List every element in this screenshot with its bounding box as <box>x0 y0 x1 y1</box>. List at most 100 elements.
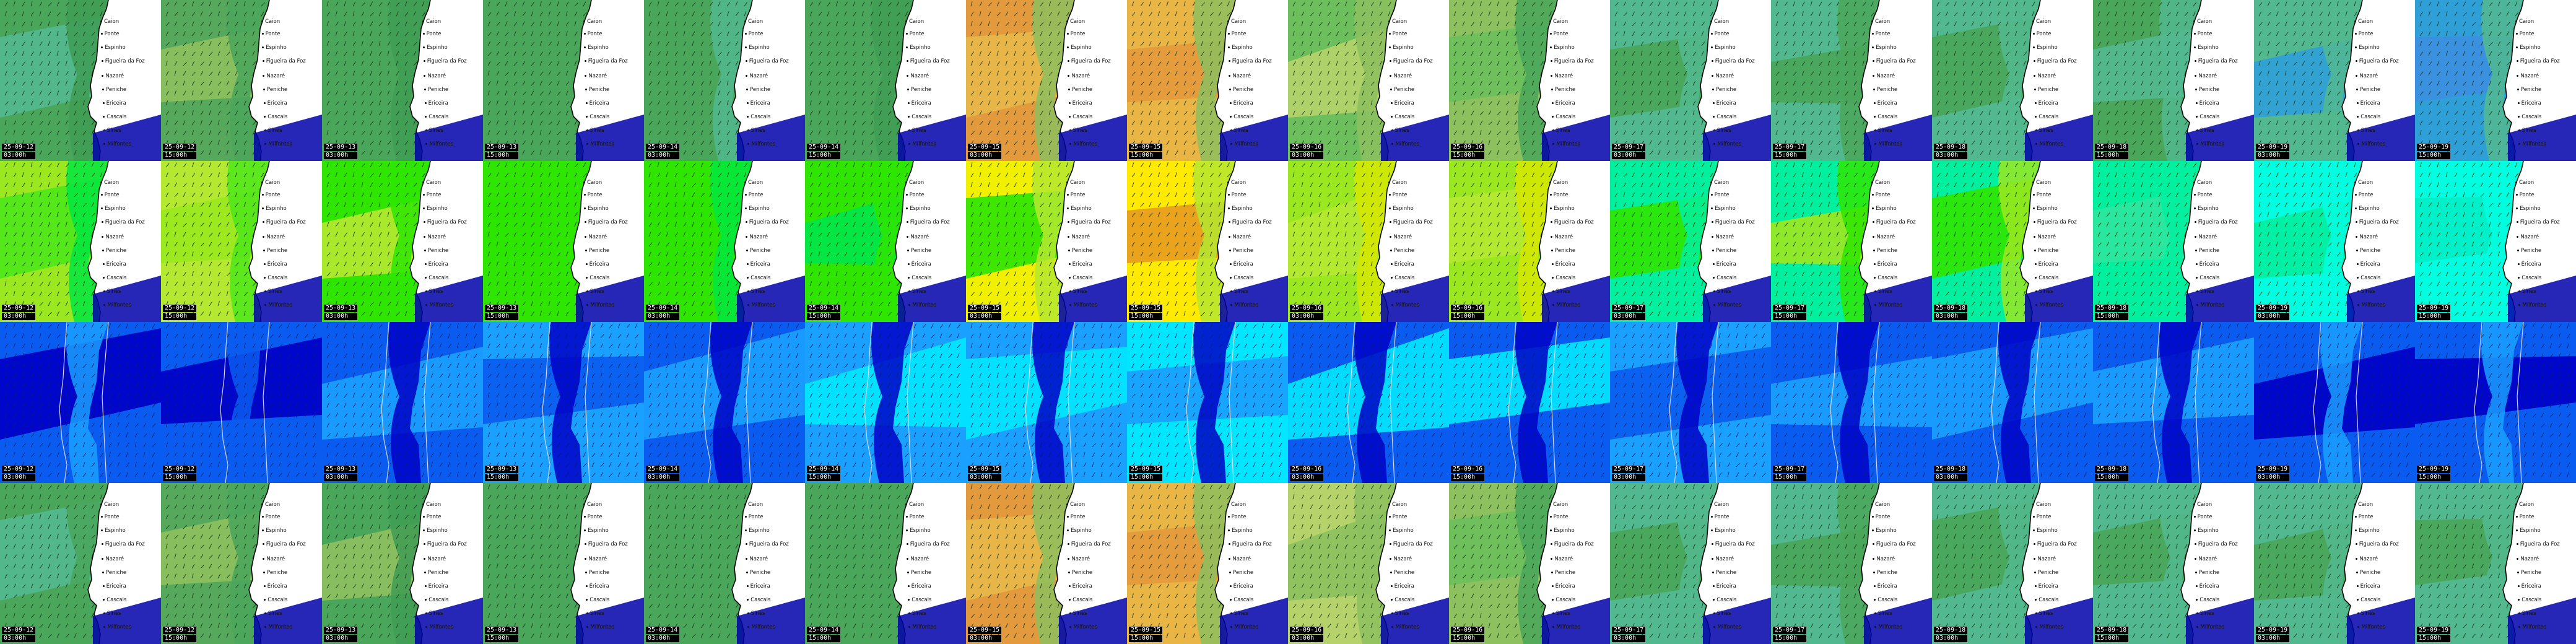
forecast-tile-waves[interactable]: Caion Ponte Espinho Figueira da Foz Nazaré Pe… <box>805 0 966 161</box>
direction-arrow <box>666 61 669 66</box>
place-label: Sines <box>1552 128 1570 134</box>
direction-arrow <box>226 1 228 7</box>
forecast-tile-waves[interactable]: Caion Ponte Espinho Figueira da Foz Nazaré Pe… <box>1449 0 1610 161</box>
forecast-tile-waves[interactable]: Caion Ponte Espinho Figueira da Foz Nazaré Pe… <box>2415 0 2576 161</box>
direction-arrow <box>700 121 705 126</box>
direction-arrow <box>344 21 346 27</box>
forecast-tile-waves[interactable]: Caion Ponte Espinho Figueira da Foz Nazaré Pe… <box>1610 0 1771 161</box>
direction-arrow <box>4 101 9 106</box>
forecast-tile-waves[interactable]: Caion Ponte Espinho Figueira da Foz Nazaré Pe… <box>322 0 483 161</box>
direction-arrow <box>344 41 347 46</box>
direction-arrow <box>326 100 330 106</box>
direction-arrow <box>887 111 892 116</box>
forecast-tile-waves[interactable]: Caion Ponte Espinho Figueira da Foz Nazaré Pe… <box>1127 0 1288 161</box>
direction-arrow <box>4 120 7 126</box>
forecast-tile-waves[interactable]: Caion Ponte Espinho Figueira da Foz Nazaré Pe… <box>644 0 805 161</box>
direction-arrow <box>30 131 35 136</box>
direction-arrow <box>496 2 500 7</box>
forecast-tile-waves[interactable]: Caion Ponte Espinho Figueira da Foz Nazaré Pe… <box>1288 0 1449 161</box>
direction-arrow <box>191 80 195 86</box>
forecast-tile-waves[interactable]: Caion Ponte Espinho Figueira da Foz Nazaré Pe… <box>1932 0 2093 161</box>
direction-arrow <box>879 90 882 96</box>
direction-arrow <box>335 41 339 46</box>
forecast-tile-waves[interactable]: Caion Ponte Espinho Figueira da Foz Nazaré Pe… <box>2093 0 2254 161</box>
timestamp-label: 25-09-13 15:00h <box>485 144 519 159</box>
direction-arrow <box>735 21 738 27</box>
direction-arrow <box>809 11 812 17</box>
direction-arrow <box>879 121 883 126</box>
deep-water-field <box>254 115 322 161</box>
direction-arrow <box>91 1 94 7</box>
direction-arrow <box>243 120 247 126</box>
forecast-tile-waves[interactable]: Caion Ponte Espinho Figueira da Foz Nazaré Pe… <box>966 0 1127 161</box>
direction-arrow <box>65 120 68 126</box>
direction-arrow <box>335 21 339 27</box>
direction-arrow <box>557 32 560 37</box>
direction-arrow <box>39 150 43 155</box>
direction-arrow <box>217 150 221 155</box>
direction-arrow <box>217 41 222 46</box>
direction-arrow <box>413 2 417 7</box>
direction-arrow <box>370 41 373 46</box>
direction-arrow <box>692 140 695 146</box>
place-label: Ericeira <box>263 100 287 107</box>
direction-arrow <box>30 21 33 27</box>
direction-arrow <box>700 61 704 66</box>
forecast-tile-period[interactable]: Caion Ponte Espinho Figueira da Foz Nazaré Pe… <box>0 161 161 322</box>
direction-arrow <box>30 51 34 56</box>
forecast-tile-waves[interactable]: Caion Ponte Espinho Figueira da Foz Nazaré Pe… <box>2254 0 2415 161</box>
forecast-tile-waves[interactable]: Caion Ponte Espinho Figueira da Foz Nazaré Pe… <box>483 0 644 161</box>
direction-arrow <box>827 51 830 56</box>
direction-arrow <box>996 12 1001 17</box>
direction-arrow <box>226 41 229 46</box>
direction-arrow <box>183 111 186 116</box>
direction-arrow <box>13 111 17 116</box>
direction-arrow <box>252 31 255 37</box>
direction-arrow <box>370 101 374 106</box>
place-label: Espinho <box>1550 45 1575 51</box>
direction-arrow <box>861 110 865 116</box>
direction-arrow <box>91 51 95 56</box>
direction-arrow <box>235 101 239 106</box>
forecast-tile-waves[interactable]: Caion Ponte Espinho Figueira da Foz Nazaré Pe… <box>0 0 161 161</box>
direction-arrow <box>565 11 568 17</box>
forecast-tile-waves[interactable]: Caion Ponte Espinho Figueira da Foz Nazaré Pe… <box>1771 0 1932 161</box>
direction-arrow <box>48 150 52 155</box>
place-label: Espinho <box>262 45 287 51</box>
direction-arrow <box>56 150 60 155</box>
direction-arrow <box>56 81 60 86</box>
direction-arrow <box>557 150 559 155</box>
direction-arrow <box>827 61 831 66</box>
timestamp-label: 25-09-12 15:00h <box>163 144 197 159</box>
direction-arrow <box>505 71 509 76</box>
direction-arrow <box>352 51 355 56</box>
direction-arrow <box>370 21 373 27</box>
direction-arrow <box>183 2 187 7</box>
direction-arrow <box>13 71 17 76</box>
direction-arrow <box>387 32 391 37</box>
direction-arrow <box>887 91 892 96</box>
direction-arrow <box>726 150 731 155</box>
direction-arrow <box>565 71 568 76</box>
direction-arrow <box>91 130 94 136</box>
place-label: Ericeira <box>1712 100 1736 107</box>
direction-arrow <box>565 41 569 46</box>
forecast-tile-waves[interactable]: Caion Ponte Espinho Figueira da Foz Nazaré Pe… <box>161 0 322 161</box>
direction-arrow <box>487 71 490 76</box>
direction-arrow <box>243 11 247 17</box>
direction-arrow <box>505 61 508 66</box>
direction-arrow <box>735 130 738 136</box>
direction-arrow <box>370 121 374 126</box>
place-label: Caion <box>1227 19 1247 25</box>
direction-arrow <box>13 130 15 136</box>
direction-arrow <box>887 120 890 126</box>
direction-arrow <box>565 21 569 27</box>
direction-arrow <box>861 61 866 66</box>
direction-arrow <box>4 31 7 37</box>
direction-arrow <box>835 91 840 96</box>
direction-arrow <box>39 101 43 106</box>
direction-arrow <box>1005 31 1009 37</box>
direction-arrow <box>13 11 17 17</box>
place-label: Milfontes <box>103 141 132 147</box>
direction-arrow <box>39 31 41 37</box>
